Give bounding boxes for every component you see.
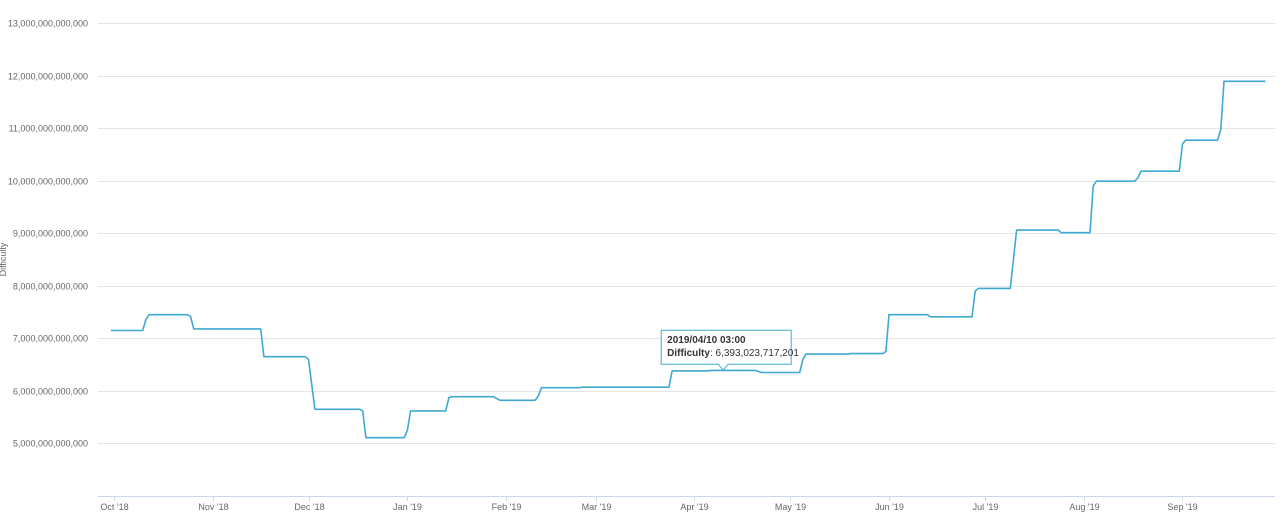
tooltip-line: Difficulty: 6,393,023,717,201 [667, 348, 799, 359]
y-tick-label: 7,000,000,000,000 [13, 334, 88, 344]
y-tick-label: 12,000,000,000,000 [8, 72, 88, 82]
y-tick-label: 13,000,000,000,000 [8, 19, 88, 29]
x-tick-label: Aug '19 [1069, 502, 1099, 512]
x-tick-label: Sep '19 [1167, 502, 1197, 512]
x-tick-label: Jul '19 [973, 502, 999, 512]
series-line [110, 80, 1266, 439]
tooltip-value: : 6,393,023,717,201 [710, 348, 799, 359]
x-tick-label: Jan '19 [393, 502, 422, 512]
x-tick-label: May '19 [775, 502, 806, 512]
y-tick-label: 8,000,000,000,000 [13, 282, 88, 292]
y-tick-label: 10,000,000,000,000 [8, 177, 88, 187]
y-axis-labels: 5,000,000,000,000 6,000,000,000,000 7,000,… [8, 19, 88, 449]
series-layer [110, 80, 1266, 439]
y-tick-label: 11,000,000,000,000 [9, 124, 88, 134]
grid-layer [98, 23, 1275, 444]
x-tick-label: Oct '18 [100, 502, 128, 512]
x-tick-label: Dec '18 [294, 502, 324, 512]
x-tick-label: Jun '19 [875, 502, 904, 512]
tooltip-title: 2019/04/10 03:00 [667, 335, 746, 346]
tooltip: 2019/04/10 03:00 Difficulty: 6,393,023,7… [660, 329, 799, 372]
x-tick-label: Nov '18 [198, 502, 228, 512]
y-axis-title: Difficulty [0, 242, 8, 276]
y-tick-label: 5,000,000,000,000 [13, 439, 88, 449]
y-tick-label: 6,000,000,000,000 [13, 387, 88, 397]
x-tick-label: Mar '19 [582, 502, 612, 512]
tooltip-box [660, 329, 792, 372]
x-tick-label: Apr '19 [680, 502, 708, 512]
y-tick-label: 9,000,000,000,000 [13, 229, 88, 239]
tooltip-key: Difficulty [667, 348, 710, 359]
x-axis: Oct '18 Nov '18 Dec '18 Jan '19 Feb '19 Mar '… [98, 496, 1275, 512]
x-tick-label: Feb '19 [492, 502, 522, 512]
